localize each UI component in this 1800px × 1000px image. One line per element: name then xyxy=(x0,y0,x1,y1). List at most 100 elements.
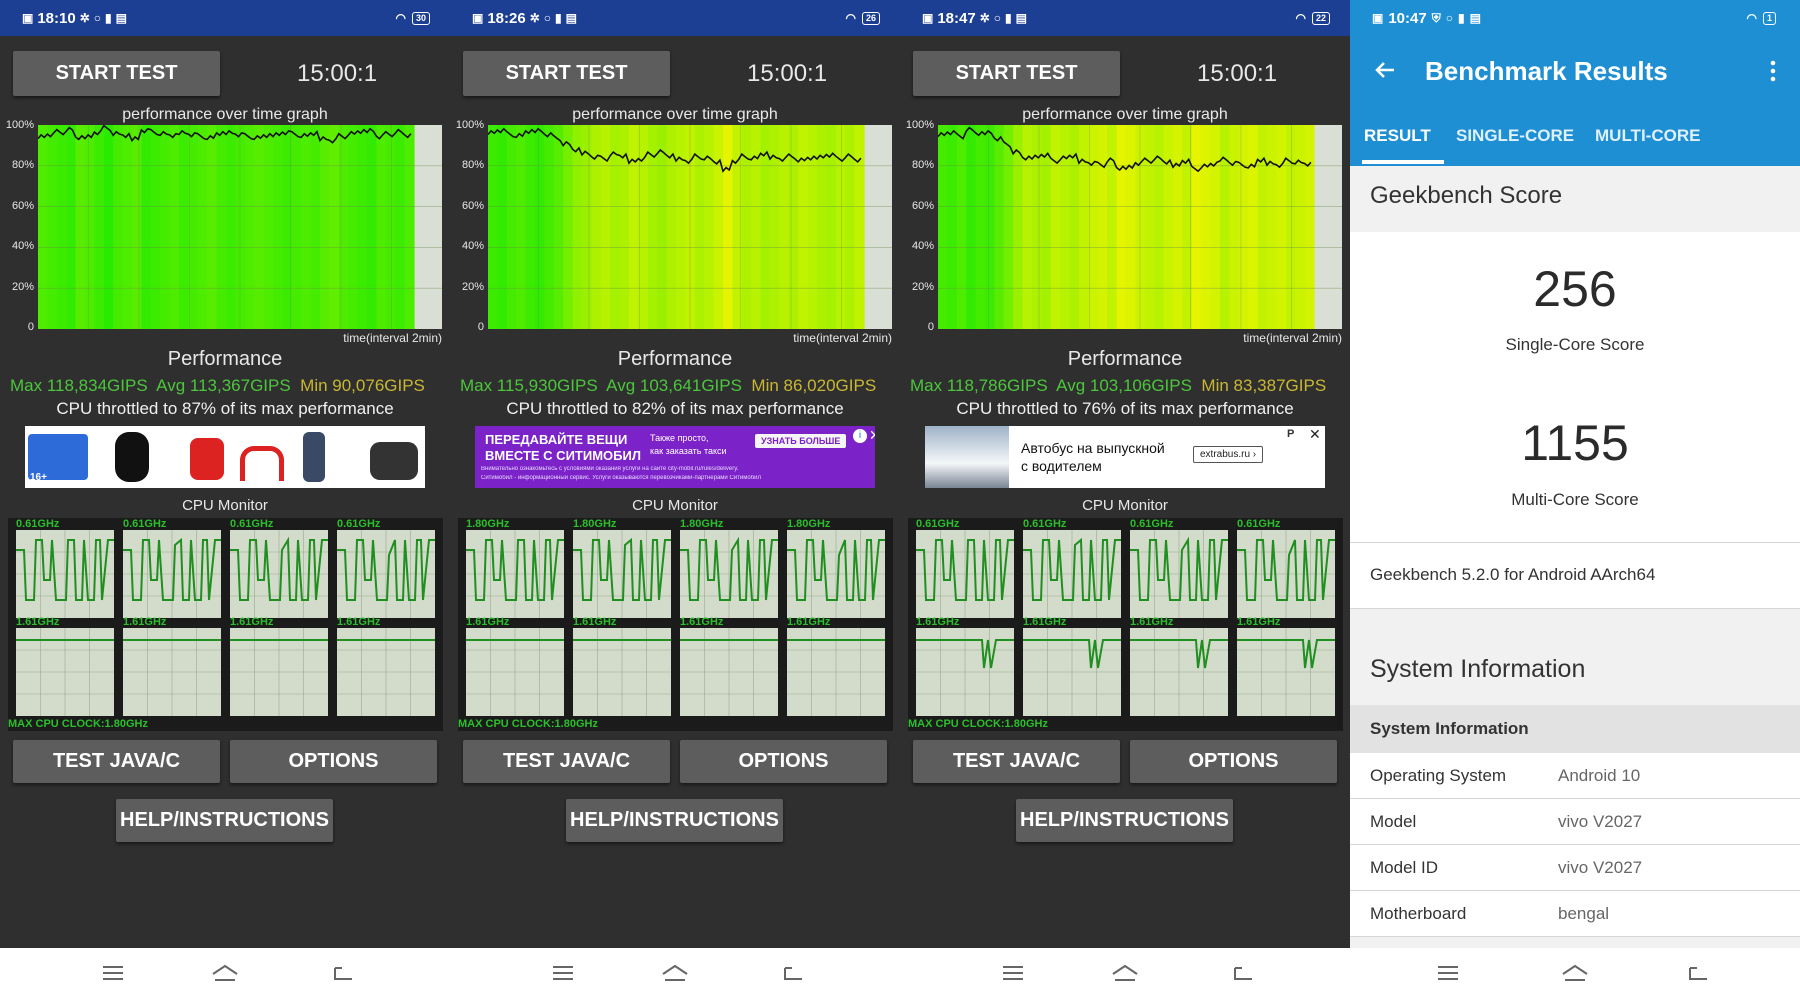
ad-banner[interactable]: Автобус на выпускной с водителем extrabu… xyxy=(925,426,1325,488)
start-test-button[interactable]: START TEST xyxy=(913,51,1120,96)
test-java-button[interactable]: TEST JAVA/C xyxy=(463,740,670,783)
cpu-core-trace xyxy=(1237,539,1335,601)
cpu-core-trace xyxy=(466,539,564,601)
wifi-icon: ◠ xyxy=(1295,11,1306,25)
menu-icon[interactable] xyxy=(550,962,576,984)
ad-banner[interactable]: ПЕРЕДАВАЙТЕ ВЕЩИ ВМЕСТЕ С СИТИМОБИЛ Такж… xyxy=(475,426,875,488)
ad-banner[interactable]: 16+ xyxy=(25,426,425,488)
performance-bar xyxy=(553,125,564,329)
performance-bar xyxy=(1126,125,1136,329)
cpu-core-graph xyxy=(787,530,885,618)
menu-icon[interactable] xyxy=(1435,962,1461,984)
cpu-core-trace xyxy=(1237,639,1335,669)
home-icon[interactable] xyxy=(210,962,240,984)
ad-info-icon[interactable]: i xyxy=(853,429,867,443)
ad-close-icon[interactable]: ✕ xyxy=(869,427,875,443)
cpu-core-trace xyxy=(230,536,328,601)
avg-gips: Avg 103,106GIPS xyxy=(1056,376,1192,395)
core-frequency: 1.80GHz xyxy=(787,518,831,530)
performance-bar xyxy=(1238,125,1249,329)
menu-icon[interactable] xyxy=(100,962,126,984)
test-java-button[interactable]: TEST JAVA/C xyxy=(913,740,1120,783)
settings-icon: ✲ xyxy=(979,11,990,25)
core-frequency: 0.61GHz xyxy=(337,518,381,530)
graph-title: performance over time graph xyxy=(1022,106,1228,123)
performance-bar xyxy=(1182,125,1193,329)
tab-single-core[interactable]: SINGLE-CORE xyxy=(1456,126,1575,145)
performance-bar xyxy=(788,125,799,329)
y-tick-label: 0 xyxy=(27,321,34,333)
core-frequency: 1.61GHz xyxy=(16,616,60,628)
menu-icon[interactable] xyxy=(1000,962,1026,984)
ad-link-button[interactable]: extrabus.ru › xyxy=(1193,446,1264,463)
product-earbuds-image xyxy=(240,446,284,481)
performance-bar xyxy=(676,125,686,329)
performance-bar xyxy=(535,125,545,329)
core-frequency: 1.61GHz xyxy=(680,616,724,628)
performance-graph xyxy=(488,125,892,329)
circle-icon: ○ xyxy=(1445,11,1453,25)
timer: 15:00:1 xyxy=(747,60,828,87)
options-button[interactable]: OPTIONS xyxy=(680,740,887,783)
performance-bar xyxy=(301,125,312,329)
status-time: 18:47 xyxy=(937,9,976,27)
back-icon[interactable] xyxy=(1230,962,1256,984)
performance-bar xyxy=(357,125,368,329)
cpu-core-trace xyxy=(573,537,671,601)
test-java-button[interactable]: TEST JAVA/C xyxy=(13,740,220,783)
ad-choices-icon[interactable]: P xyxy=(1287,428,1295,440)
tab-multi-core[interactable]: MULTI-CORE xyxy=(1595,126,1701,145)
cpu-core-graph xyxy=(123,530,221,618)
performance-bar xyxy=(1220,125,1230,329)
cpu-core-graph xyxy=(916,530,1014,618)
options-button[interactable]: OPTIONS xyxy=(230,740,437,783)
core-frequency: 0.61GHz xyxy=(230,518,274,530)
help-instructions-button[interactable]: HELP/INSTRUCTIONS xyxy=(566,799,783,842)
performance-bar xyxy=(506,125,517,329)
performance-bar xyxy=(1285,125,1296,329)
ad-text-2: с водителем xyxy=(1021,458,1102,474)
message-icon: ▤ xyxy=(1469,11,1481,25)
back-icon[interactable] xyxy=(780,962,806,984)
home-icon[interactable] xyxy=(660,962,690,984)
page-title: Benchmark Results xyxy=(1425,56,1668,86)
performance-bar xyxy=(150,125,161,329)
back-icon[interactable] xyxy=(330,962,356,984)
help-instructions-button[interactable]: HELP/INSTRUCTIONS xyxy=(1016,799,1233,842)
core-frequency: 1.61GHz xyxy=(573,616,617,628)
performance-bar xyxy=(947,125,958,329)
performance-bar xyxy=(572,125,583,329)
message-icon: ▤ xyxy=(115,11,127,25)
core-frequency: 1.61GHz xyxy=(787,616,831,628)
performance-line xyxy=(488,127,862,173)
core-frequency: 0.61GHz xyxy=(16,518,60,530)
performance-bar xyxy=(38,125,48,329)
performance-title: Performance xyxy=(617,348,733,370)
ad-sub-1: Также просто, xyxy=(650,433,709,443)
start-test-button[interactable]: START TEST xyxy=(463,51,670,96)
system-info-key: Motherboard xyxy=(1370,904,1467,923)
start-test-button[interactable]: START TEST xyxy=(13,51,220,96)
performance-bar xyxy=(488,125,498,329)
notification-icon: ▣ xyxy=(472,11,484,25)
system-info-row: Motherboard bengal xyxy=(1350,891,1800,936)
cpu-core-graph xyxy=(573,530,671,618)
ad-close-icon[interactable]: ✕ xyxy=(1309,426,1321,442)
home-icon[interactable] xyxy=(1560,962,1590,984)
back-arrow-icon[interactable] xyxy=(1374,60,1396,80)
performance-bar xyxy=(723,125,733,329)
tab-result[interactable]: RESULT xyxy=(1364,126,1431,145)
help-instructions-button[interactable]: HELP/INSTRUCTIONS xyxy=(116,799,333,842)
performance-bar xyxy=(395,125,406,329)
home-icon[interactable] xyxy=(1110,962,1140,984)
ad-cta-button[interactable]: УЗНАТЬ БОЛЬШЕ xyxy=(755,434,847,448)
performance-bar xyxy=(563,125,574,329)
options-button[interactable]: OPTIONS xyxy=(1130,740,1337,783)
back-icon[interactable] xyxy=(1685,962,1711,984)
performance-plot xyxy=(488,125,892,329)
core-frequency: 1.80GHz xyxy=(466,518,510,530)
performance-bar xyxy=(854,125,865,329)
overflow-menu-icon[interactable] xyxy=(1770,60,1776,82)
cpu-core-graph xyxy=(466,530,564,618)
status-bar: ▣ 18:10 ✲ ○ ▮ ▤ ◠ 30 xyxy=(0,0,450,36)
